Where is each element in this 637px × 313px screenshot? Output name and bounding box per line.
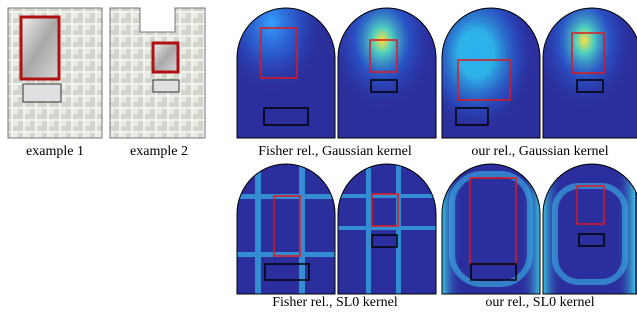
example-2-image [110, 8, 205, 138]
heatmap [442, 164, 540, 294]
heatmap [237, 164, 335, 294]
caption: our rel., SL0 kernel [485, 295, 594, 310]
heatmap [442, 8, 540, 138]
figure: example 1 example 2 Fisher rel., Gaussia… [0, 0, 637, 313]
caption: Fisher rel., SL0 kernel [272, 295, 398, 310]
caption: our rel., Gaussian kernel [471, 144, 608, 159]
example-1-image [8, 8, 102, 138]
heatmap [338, 164, 436, 294]
heatmap [237, 8, 335, 138]
caption: Fisher rel., Gaussian kernel [258, 144, 412, 159]
heatmap [543, 8, 637, 138]
page: example 1 example 2 Fisher rel., Gaussia… [0, 0, 637, 313]
heatmap [543, 164, 637, 294]
caption: example 1 [26, 144, 84, 159]
caption: example 2 [130, 144, 188, 159]
heatmap [338, 8, 436, 138]
